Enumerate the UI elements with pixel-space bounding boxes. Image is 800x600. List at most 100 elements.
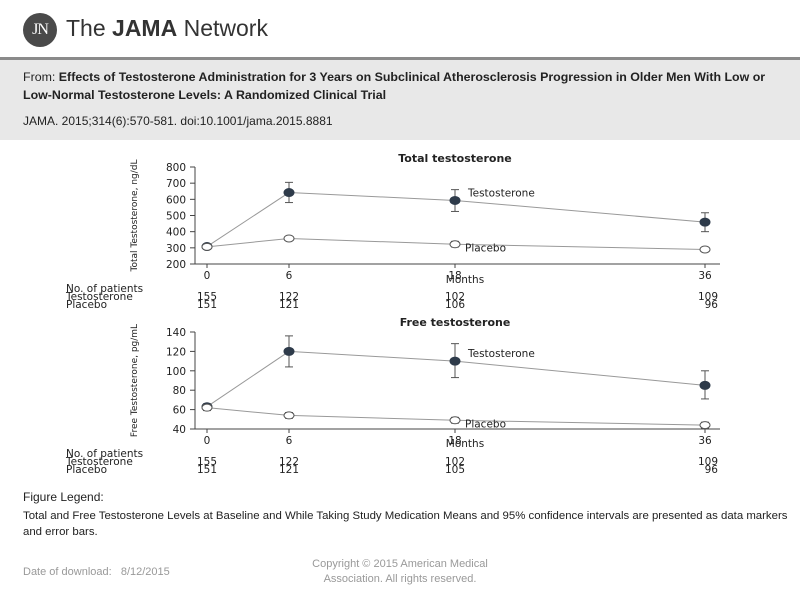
x-tick-label: 6: [286, 435, 293, 447]
data-point: [201, 242, 213, 251]
header: JN The JAMA Network: [0, 0, 800, 58]
series-placebo: Placebo: [201, 403, 711, 430]
y-tick-label: 300: [166, 243, 186, 255]
patients-count: 102: [445, 291, 465, 303]
figure-legend-text: Total and Free Testosterone Levels at Ba…: [23, 510, 788, 538]
patients-row-label: Placebo: [66, 299, 107, 311]
article-reference: JAMA. 2015;314(6):570-581. doi:10.1001/j…: [23, 114, 333, 128]
data-point: [699, 245, 711, 254]
copyright-line-1: Copyright © 2015 American Medical: [312, 558, 488, 570]
data-point: [283, 188, 295, 198]
chart-title: Total testosterone: [398, 152, 512, 165]
from-label: From:: [23, 70, 59, 84]
series-line: [206, 407, 706, 426]
brand-prefix: The: [66, 15, 113, 41]
data-point: [449, 240, 461, 249]
series-label: Placebo: [465, 418, 506, 430]
x-axis-label: Months: [446, 438, 484, 450]
chart-title: Free testosterone: [400, 316, 511, 329]
data-point: [449, 356, 461, 366]
patients-header: No. of patients: [66, 448, 143, 460]
data-point: [201, 403, 213, 412]
series-line: [206, 350, 706, 408]
series-label: Testosterone: [467, 187, 535, 199]
y-tick-label: 140: [166, 327, 186, 339]
y-tick-label: 600: [166, 194, 186, 206]
data-point: [449, 416, 461, 425]
patients-count: 109: [698, 456, 718, 468]
copyright-line-2: Association. All rights reserved.: [323, 573, 477, 585]
patients-count: 106: [445, 299, 465, 311]
data-point: [283, 346, 295, 356]
patients-count: 105: [445, 464, 465, 476]
y-axis-label: Free Testosterone, pg/mL: [130, 324, 140, 437]
y-tick-label: 60: [173, 405, 186, 417]
y-tick-label: 500: [166, 211, 186, 223]
download-date: Date of download: 8/12/2015: [23, 566, 170, 578]
data-point: [699, 421, 711, 430]
header-divider: [0, 57, 800, 60]
data-point: [283, 411, 295, 420]
chart-1: Total testosterone 200 300 400 500 600 700 800 T…: [65, 152, 720, 311]
y-axis-label: Total Testosterone, ng/dL: [130, 159, 140, 272]
y-tick-label: 80: [173, 385, 186, 397]
download-date-label: Date of download:: [23, 566, 112, 578]
patients-header: No. of patients: [66, 283, 143, 295]
data-point: [699, 217, 711, 227]
brand-bold: JAMA: [112, 15, 178, 41]
data-point: [699, 380, 711, 390]
patients-count: 151: [197, 299, 217, 311]
article-title-text[interactable]: Effects of Testosterone Administration f…: [23, 70, 766, 102]
testosterone-figure: Total testosterone200300400500600700800T…: [65, 152, 720, 476]
x-axis-label: Months: [446, 274, 484, 286]
series-placebo: Placebo: [201, 234, 711, 254]
series-line: [206, 192, 706, 247]
y-tick-label: 200: [166, 259, 186, 271]
series-testosterone: Testosterone: [201, 335, 711, 412]
series-label: Testosterone: [467, 348, 535, 360]
patients-count: 121: [279, 299, 299, 311]
x-tick-label: 6: [286, 270, 293, 282]
patients-row-label: Testosterone: [65, 291, 133, 303]
brand-name: The JAMA Network: [66, 15, 268, 42]
citation-box: From: Effects of Testosterone Administra…: [0, 60, 800, 140]
x-tick-label: 0: [204, 435, 211, 447]
x-tick-label: 18: [448, 270, 461, 282]
y-tick-label: 120: [166, 346, 186, 358]
x-tick-label: 36: [698, 435, 712, 447]
patients-row-label: Placebo: [66, 464, 107, 476]
brand-suffix: Network: [177, 15, 268, 41]
x-tick-label: 18: [448, 435, 461, 447]
patients-row-label: Testosterone: [65, 456, 133, 468]
figure-legend-title: Figure Legend:: [23, 490, 104, 504]
article-title: From: Effects of Testosterone Administra…: [23, 68, 793, 104]
data-point: [283, 234, 295, 243]
patients-count: 121: [279, 464, 299, 476]
jama-network-logo[interactable]: JN: [23, 13, 57, 47]
x-tick-label: 36: [698, 270, 712, 282]
patients-count: 96: [705, 464, 719, 476]
y-tick-label: 400: [166, 227, 186, 239]
x-tick-label: 0: [204, 270, 211, 282]
patients-count: 109: [698, 291, 718, 303]
y-tick-label: 800: [166, 162, 186, 174]
data-point: [449, 195, 461, 205]
y-tick-label: 100: [166, 366, 186, 378]
patients-count: 155: [197, 291, 217, 303]
patients-count: 155: [197, 456, 217, 468]
y-tick-label: 40: [173, 424, 186, 436]
series-testosterone: Testosterone: [201, 181, 711, 252]
series-label: Placebo: [465, 242, 506, 254]
patients-count: 102: [445, 456, 465, 468]
patients-count: 151: [197, 464, 217, 476]
patients-count: 96: [705, 299, 719, 311]
series-line: [206, 237, 706, 250]
patients-count: 122: [279, 456, 299, 468]
patients-count: 122: [279, 291, 299, 303]
download-date-value: 8/12/2015: [120, 566, 170, 578]
copyright: Copyright © 2015 American Medical Associa…: [300, 557, 500, 587]
y-tick-label: 700: [166, 178, 186, 190]
